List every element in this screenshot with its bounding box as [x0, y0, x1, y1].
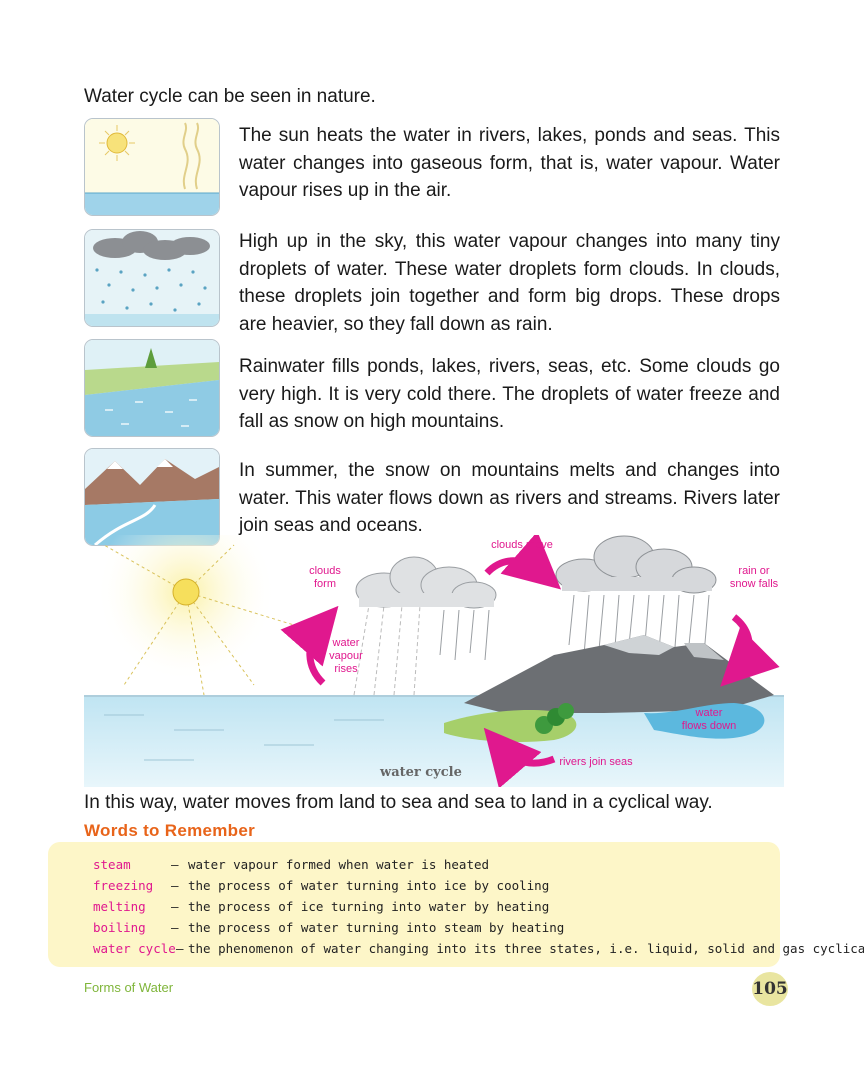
glossary-row: freezing – the process of water turning in… — [93, 878, 549, 893]
label-rain-or-snow: rain or snow falls — [729, 565, 779, 590]
glossary-dash: – — [171, 878, 179, 893]
glossary-row: boiling – the process of water turning int… — [93, 920, 564, 935]
glossary-dash: – — [171, 857, 179, 872]
sun-over-water-illustration — [84, 118, 220, 216]
glossary-dash: – — [171, 920, 179, 935]
words-to-remember-title: Words to Remember — [84, 821, 256, 840]
label-rivers-join-seas: rivers join seas — [559, 756, 633, 768]
glossary-definition: water vapour formed when water is heated — [188, 857, 490, 872]
glossary-term: water cycle — [93, 941, 176, 956]
page-number: 105 — [752, 972, 788, 1006]
step-1-text: The sun heats the water in rivers, lakes… — [239, 125, 780, 201]
glossary-definition: the process of water turning into ice by… — [188, 878, 550, 893]
rain-cloud-illustration — [84, 229, 220, 327]
glossary-term: boiling — [93, 920, 146, 935]
step-4-text: In summer, the snow on mountains melts a… — [239, 460, 780, 536]
glossary-definition: the process of water turning into steam … — [188, 920, 565, 935]
chapter-footer: Forms of Water — [84, 980, 174, 995]
diagram-caption: water cycle — [380, 765, 462, 780]
glossary-term: freezing — [93, 878, 154, 893]
rainwater-river-illustration — [84, 339, 220, 437]
glossary-term: steam — [93, 857, 131, 872]
label-vapour-rises: water vapour rises — [329, 637, 363, 675]
snow-mountain-river-illustration — [84, 448, 220, 546]
intro-text: Water cycle can be seen in nature. — [84, 86, 376, 107]
words-to-remember-box — [48, 842, 780, 967]
glossary-row: water cycle– the phenomenon of water chan… — [93, 941, 864, 956]
glossary-definition: the phenomenon of water changing into it… — [188, 941, 864, 956]
label-clouds-move: clouds move — [491, 539, 553, 551]
glossary-row: steam – water vapour formed when water is … — [93, 857, 489, 872]
label-clouds-form: clouds form — [309, 565, 341, 590]
label-flows-down: water flows down — [681, 707, 737, 732]
step-2-text: High up in the sky, this water vapour ch… — [239, 231, 780, 335]
water-cycle-diagram: clouds form clouds move rain or snow fal… — [84, 535, 784, 787]
glossary-row: melting – the process of ice turning into … — [93, 899, 549, 914]
glossary-dash: – — [176, 941, 184, 956]
glossary-definition: the process of ice turning into water by… — [188, 899, 550, 914]
glossary-dash: – — [171, 899, 179, 914]
glossary-term: melting — [93, 899, 146, 914]
step-3-text: Rainwater fills ponds, lakes, rivers, se… — [239, 356, 780, 432]
outro-text: In this way, water moves from land to se… — [84, 792, 713, 813]
